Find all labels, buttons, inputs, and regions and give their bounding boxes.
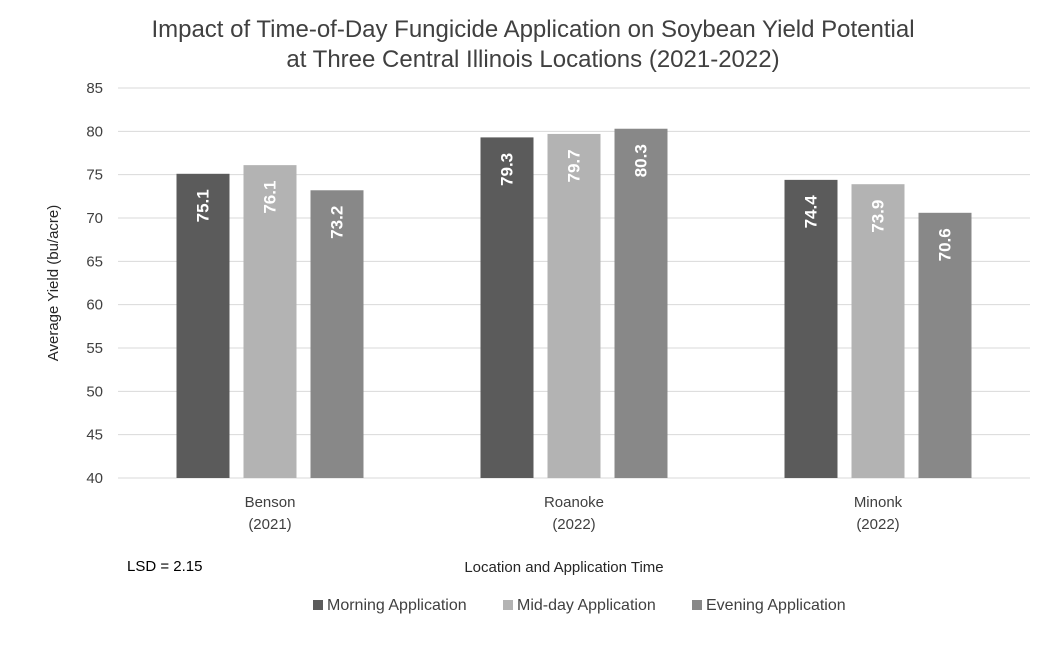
legend-label: Morning Application <box>327 597 467 614</box>
bar <box>547 133 601 478</box>
y-tick-label: 55 <box>86 340 103 357</box>
data-label: 73.9 <box>869 200 888 233</box>
data-label: 75.1 <box>194 189 213 222</box>
bar <box>243 165 297 478</box>
chart-title-line: Impact of Time-of-Day Fungicide Applicat… <box>151 16 914 43</box>
y-tick-label: 40 <box>86 470 103 487</box>
x-axis-categories: Benson (2021) Roanoke (2022) Minonk (2022) <box>245 494 903 533</box>
data-label: 76.1 <box>261 181 280 214</box>
data-label: 79.3 <box>498 153 517 186</box>
y-axis-title: Average Yield (bu/acre) <box>45 205 62 361</box>
bar <box>480 137 534 478</box>
lsd-annotation: LSD = 2.15 <box>127 558 202 575</box>
data-label: 79.7 <box>565 149 584 182</box>
x-category-label: Minonk <box>854 494 903 511</box>
y-tick-label: 75 <box>86 167 103 184</box>
y-tick-label: 60 <box>86 297 103 314</box>
legend-swatch <box>503 600 513 610</box>
y-tick-label: 65 <box>86 253 103 270</box>
y-axis-ticks: 40 45 50 55 60 65 70 75 80 85 <box>86 80 103 487</box>
x-category-label: (2022) <box>552 516 595 533</box>
x-category-label: (2022) <box>856 516 899 533</box>
bar <box>851 184 905 478</box>
data-label: 73.2 <box>328 206 347 239</box>
x-axis-title: Location and Application Time <box>464 559 663 576</box>
x-category-label: Roanoke <box>544 494 604 511</box>
y-tick-label: 80 <box>86 123 103 140</box>
bar <box>784 179 838 478</box>
y-tick-label: 70 <box>86 210 103 227</box>
y-tick-label: 85 <box>86 80 103 97</box>
chart-title: Impact of Time-of-Day Fungicide Applicat… <box>151 16 914 73</box>
bar <box>310 190 364 478</box>
bar <box>614 128 668 478</box>
data-label: 74.4 <box>802 195 821 229</box>
legend-swatch <box>313 600 323 610</box>
legend-label: Mid-day Application <box>517 597 656 614</box>
x-category-label: Benson <box>245 494 296 511</box>
y-tick-label: 50 <box>86 383 103 400</box>
legend-label: Evening Application <box>706 597 846 614</box>
x-category-label: (2021) <box>248 516 291 533</box>
bar <box>176 173 230 479</box>
y-tick-label: 45 <box>86 427 103 444</box>
bars: 75.1 76.1 73.2 79.3 79.7 80.3 74.4 73.9 70.6 <box>176 128 972 479</box>
chart-title-line: at Three Central Illinois Locations (202… <box>286 46 779 73</box>
bar <box>918 212 972 479</box>
data-label: 80.3 <box>632 144 651 177</box>
data-label: 70.6 <box>936 228 955 261</box>
legend: Morning Application Mid-day Application Ev… <box>313 597 846 614</box>
legend-swatch <box>692 600 702 610</box>
